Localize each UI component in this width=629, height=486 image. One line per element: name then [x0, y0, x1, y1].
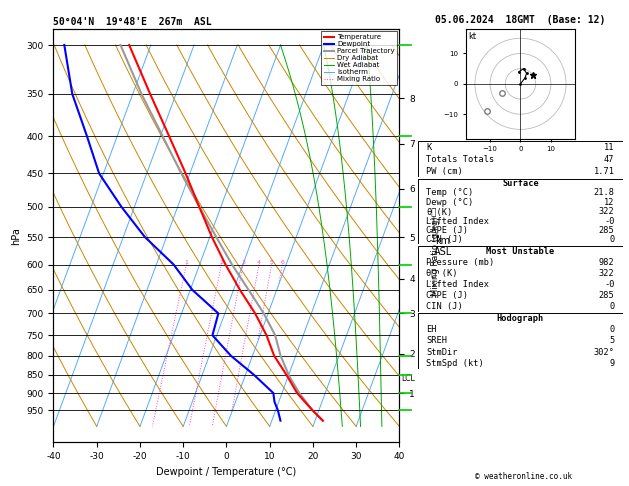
Text: Most Unstable: Most Unstable — [486, 247, 555, 256]
Text: 1.71: 1.71 — [594, 167, 615, 176]
Text: Totals Totals: Totals Totals — [426, 155, 495, 164]
Text: CIN (J): CIN (J) — [426, 235, 463, 244]
Text: 21.8: 21.8 — [594, 189, 615, 197]
X-axis label: Dewpoint / Temperature (°C): Dewpoint / Temperature (°C) — [157, 467, 296, 477]
Text: 0: 0 — [610, 235, 615, 244]
Text: K: K — [426, 142, 431, 152]
Text: 3: 3 — [241, 260, 245, 264]
Text: EH: EH — [426, 325, 437, 334]
Text: © weatheronline.co.uk: © weatheronline.co.uk — [475, 472, 572, 481]
Text: 4: 4 — [257, 260, 261, 264]
Text: 0: 0 — [610, 301, 615, 311]
Text: θᴇ (K): θᴇ (K) — [426, 269, 458, 278]
Text: PW (cm): PW (cm) — [426, 167, 463, 176]
Text: 0: 0 — [610, 325, 615, 334]
Text: SREH: SREH — [426, 336, 447, 346]
Text: LCL: LCL — [401, 374, 415, 383]
Text: 50°04'N  19°48'E  267m  ASL: 50°04'N 19°48'E 267m ASL — [53, 17, 212, 27]
Text: 5: 5 — [270, 260, 274, 264]
Text: kt: kt — [468, 33, 476, 41]
Text: θᴇ(K): θᴇ(K) — [426, 207, 453, 216]
Text: Temp (°C): Temp (°C) — [426, 189, 474, 197]
Text: StmSpd (kt): StmSpd (kt) — [426, 359, 484, 368]
Text: Lifted Index: Lifted Index — [426, 279, 489, 289]
Text: CIN (J): CIN (J) — [426, 301, 463, 311]
Text: Lifted Index: Lifted Index — [426, 217, 489, 226]
Text: 47: 47 — [604, 155, 615, 164]
Text: Dewp (°C): Dewp (°C) — [426, 198, 474, 207]
Text: 5: 5 — [610, 336, 615, 346]
Text: StmDir: StmDir — [426, 347, 458, 357]
Text: 11: 11 — [604, 142, 615, 152]
Y-axis label: km
ASL: km ASL — [433, 236, 452, 257]
Text: 285: 285 — [599, 291, 615, 300]
Text: -0: -0 — [604, 217, 615, 226]
Text: 05.06.2024  18GMT  (Base: 12): 05.06.2024 18GMT (Base: 12) — [435, 15, 606, 25]
Y-axis label: hPa: hPa — [11, 227, 21, 244]
Text: Hodograph: Hodograph — [497, 314, 544, 323]
Text: 322: 322 — [599, 269, 615, 278]
Text: 982: 982 — [599, 258, 615, 267]
Legend: Temperature, Dewpoint, Parcel Trajectory, Dry Adiabat, Wet Adiabat, Isotherm, Mi: Temperature, Dewpoint, Parcel Trajectory… — [321, 31, 398, 85]
Text: 9: 9 — [610, 359, 615, 368]
Text: Pressure (mb): Pressure (mb) — [426, 258, 495, 267]
Text: 2: 2 — [220, 260, 223, 264]
Text: 1: 1 — [184, 260, 188, 264]
Text: Surface: Surface — [502, 179, 539, 188]
Text: -0: -0 — [604, 279, 615, 289]
Text: 302°: 302° — [594, 347, 615, 357]
Text: 322: 322 — [599, 207, 615, 216]
Text: CAPE (J): CAPE (J) — [426, 291, 469, 300]
Text: CAPE (J): CAPE (J) — [426, 226, 469, 235]
Text: Mixing Ratio (g/kg): Mixing Ratio (g/kg) — [431, 217, 440, 296]
Text: 6: 6 — [281, 260, 284, 264]
Text: 285: 285 — [599, 226, 615, 235]
Text: 12: 12 — [604, 198, 615, 207]
